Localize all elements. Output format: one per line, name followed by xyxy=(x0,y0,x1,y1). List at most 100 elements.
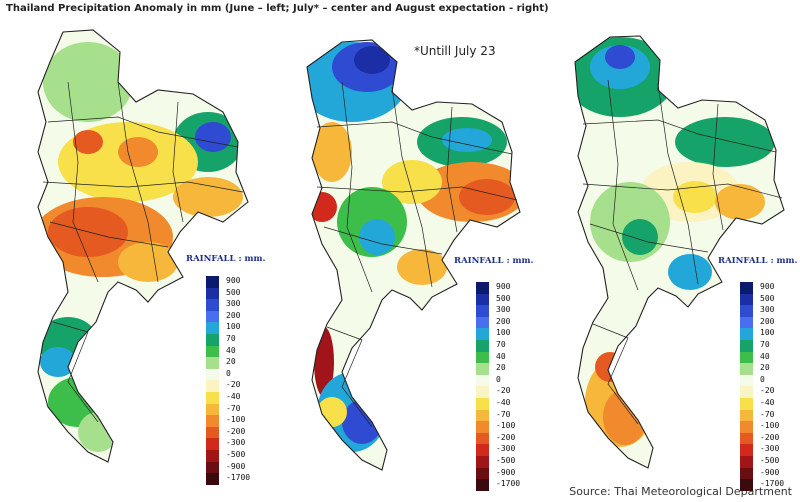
legend-entry: 500 xyxy=(206,287,270,300)
legend-value: -100 xyxy=(760,421,780,431)
map-title: Thailand Precipitation Anomaly in mm (Ju… xyxy=(6,3,549,14)
legend-swatch xyxy=(476,351,489,364)
legend-swatch xyxy=(206,449,219,462)
legend-entry: -1700 xyxy=(740,479,800,491)
legend-entry: 70 xyxy=(206,333,270,346)
legend-swatch xyxy=(476,467,489,480)
legend-value: -500 xyxy=(496,455,516,465)
legend-entry: 0 xyxy=(476,374,540,387)
legend-july: 900 500 300 200 100 70 40 20 0 -20 -40 -70 -100 -200-… xyxy=(476,282,540,491)
legend-swatch xyxy=(740,455,753,468)
legend-value: -20 xyxy=(496,386,511,396)
legend-value: 500 xyxy=(496,293,511,303)
legend-entry: -500 xyxy=(476,455,540,468)
legend-entry: -500 xyxy=(206,449,270,462)
legend-value: 70 xyxy=(760,339,770,349)
legend-value: 20 xyxy=(496,363,506,373)
legend-entry: -20 xyxy=(476,386,540,398)
legend-entry: 40 xyxy=(206,345,270,358)
legend-swatch xyxy=(740,316,753,329)
legend-swatch xyxy=(206,345,219,358)
legend-value: -40 xyxy=(760,397,775,407)
legend-entry: 300 xyxy=(740,305,800,317)
legend-entry: 300 xyxy=(206,299,270,311)
legend-value: -1700 xyxy=(496,479,521,489)
legend-value: 40 xyxy=(226,345,236,355)
legend-swatch xyxy=(476,316,489,329)
legend-entry: 900 xyxy=(476,282,540,294)
legend-swatch xyxy=(476,386,489,398)
legend-entry: -40 xyxy=(206,391,270,404)
legend-entry: 0 xyxy=(740,374,800,387)
legend-title-august: RAINFALL : mm. xyxy=(718,256,798,266)
source-credit: Source: Thai Meteorological Department xyxy=(569,485,792,498)
legend-value: -500 xyxy=(760,455,780,465)
legend-value: -40 xyxy=(496,397,511,407)
legend-value: 900 xyxy=(760,282,775,291)
legend-swatch xyxy=(740,363,753,375)
legend-value: -300 xyxy=(226,438,246,448)
legend-swatch xyxy=(206,276,219,288)
legend-swatch xyxy=(740,339,753,352)
legend-swatch xyxy=(740,409,753,422)
legend-entry: -900 xyxy=(740,467,800,480)
legend-value: 0 xyxy=(496,374,501,384)
legend-entry: -1700 xyxy=(476,479,540,491)
legend-value: 900 xyxy=(226,276,241,285)
legend-value: -20 xyxy=(226,380,241,390)
legend-value: 500 xyxy=(226,287,241,297)
legend-swatch xyxy=(476,363,489,375)
legend-swatch xyxy=(476,455,489,468)
legend-value: -200 xyxy=(760,432,780,442)
legend-value: -20 xyxy=(760,386,775,396)
legend-swatch xyxy=(206,461,219,474)
legend-swatch xyxy=(206,403,219,416)
legend-value: 300 xyxy=(760,305,775,315)
legend-swatch xyxy=(740,479,753,491)
legend-entry: -500 xyxy=(740,455,800,468)
legend-value: -100 xyxy=(226,415,246,425)
legend-value: -1700 xyxy=(226,473,251,483)
legend-swatch xyxy=(476,479,489,491)
legend-entry: 300 xyxy=(476,305,540,317)
legend-entry: 0 xyxy=(206,368,270,381)
legend-entry: -300 xyxy=(740,444,800,456)
legend-value: 0 xyxy=(226,368,231,378)
legend-entry: -40 xyxy=(740,397,800,410)
legend-entry: -20 xyxy=(740,386,800,398)
legend-entry: 500 xyxy=(740,293,800,306)
legend-swatch xyxy=(206,299,219,311)
legend-swatch xyxy=(476,397,489,410)
legend-entry: -300 xyxy=(476,444,540,456)
legend-swatch xyxy=(206,380,219,392)
legend-value: -1700 xyxy=(760,479,785,489)
legend-entry: 100 xyxy=(206,322,270,334)
legend-entry: -200 xyxy=(476,432,540,445)
legend-entry: -100 xyxy=(740,421,800,433)
legend-title-june: RAINFALL : mm. xyxy=(186,254,266,264)
legend-entry: -200 xyxy=(206,426,270,439)
legend-value: 200 xyxy=(496,316,511,326)
legend-swatch xyxy=(740,282,753,294)
thailand-map-august xyxy=(574,35,785,469)
legend-value: -100 xyxy=(496,421,516,431)
legend-entry: 20 xyxy=(740,363,800,375)
legend-swatch xyxy=(206,333,219,346)
july-note: *Untill July 23 xyxy=(414,44,496,58)
legend-swatch xyxy=(206,391,219,404)
legend-value: 0 xyxy=(760,374,765,384)
legend-value: 900 xyxy=(496,282,511,291)
legend-value: 40 xyxy=(496,351,506,361)
legend-title-july: RAINFALL : mm. xyxy=(454,256,534,266)
legend-entry: -70 xyxy=(476,409,540,422)
legend-entry: -40 xyxy=(476,397,540,410)
legend-value: 300 xyxy=(496,305,511,315)
legend-value: 200 xyxy=(226,310,241,320)
legend-swatch xyxy=(740,328,753,340)
legend-entry: 40 xyxy=(740,351,800,364)
legend-june: 900 500 300 200 100 70 40 20 0 -20 -40 -70 -100 -200-… xyxy=(206,276,270,485)
legend-swatch xyxy=(476,293,489,306)
legend-swatch xyxy=(476,421,489,433)
legend-entry: -70 xyxy=(206,403,270,416)
legend-entry: 500 xyxy=(476,293,540,306)
